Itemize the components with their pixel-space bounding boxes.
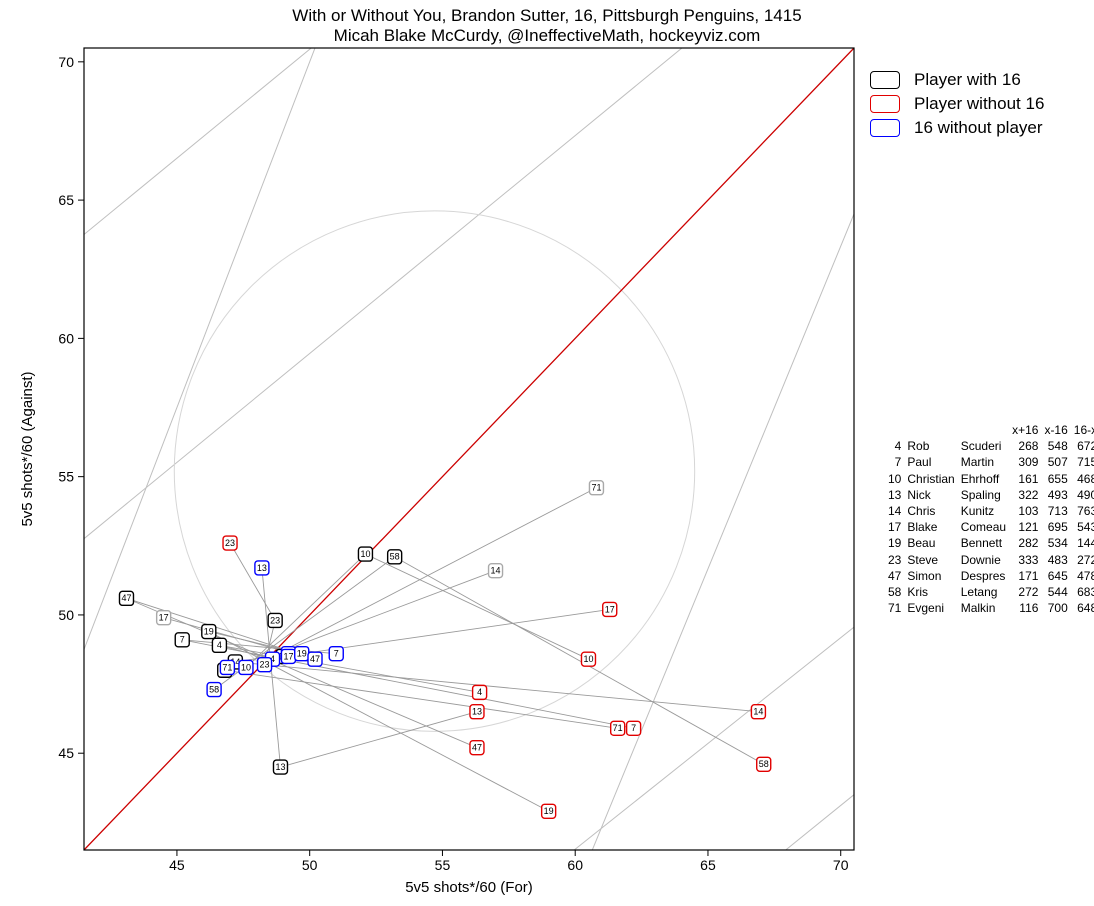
svg-text:17: 17 (605, 604, 615, 614)
svg-text:47: 47 (310, 654, 320, 664)
legend-label: 16 without player (914, 118, 1043, 138)
legend-swatch (870, 71, 900, 89)
svg-text:60: 60 (58, 330, 74, 346)
table-row: 4RobScuderi268548672 (888, 438, 1094, 454)
svg-text:13: 13 (275, 762, 285, 772)
svg-text:17: 17 (283, 651, 293, 661)
svg-text:55: 55 (58, 469, 74, 485)
svg-text:14: 14 (753, 707, 763, 717)
svg-text:55: 55 (435, 857, 451, 873)
svg-text:23: 23 (260, 660, 270, 670)
svg-text:47: 47 (472, 743, 482, 753)
svg-text:50: 50 (302, 857, 318, 873)
svg-text:70: 70 (58, 54, 74, 70)
svg-text:65: 65 (700, 857, 716, 873)
legend-label: Player without 16 (914, 94, 1044, 114)
svg-text:7: 7 (631, 723, 636, 733)
svg-text:58: 58 (390, 552, 400, 562)
svg-text:70: 70 (833, 857, 849, 873)
svg-text:4: 4 (217, 640, 222, 650)
svg-text:19: 19 (544, 806, 554, 816)
svg-text:13: 13 (257, 563, 267, 573)
svg-text:13: 13 (472, 707, 482, 717)
table-row: 58KrisLetang272544683 (888, 584, 1094, 600)
table-row: 14ChrisKunitz103713763 (888, 503, 1094, 519)
svg-text:47: 47 (121, 593, 131, 603)
table-row: 19BeauBennett282534144 (888, 535, 1094, 551)
svg-text:14: 14 (491, 566, 501, 576)
player-data-table: x+16x-1616-x4RobScuderi2685486727PaulMar… (888, 422, 1094, 616)
table-row: 23SteveDownie333483272 (888, 552, 1094, 568)
svg-text:71: 71 (613, 723, 623, 733)
svg-text:17: 17 (159, 613, 169, 623)
svg-text:60: 60 (567, 857, 583, 873)
table-row: 17BlakeComeau121695543 (888, 519, 1094, 535)
legend-label: Player with 16 (914, 70, 1021, 90)
table-row: 47SimonDespres171645478 (888, 568, 1094, 584)
svg-text:10: 10 (360, 549, 370, 559)
legend-swatch (870, 119, 900, 137)
svg-text:10: 10 (241, 662, 251, 672)
legend-swatch (870, 95, 900, 113)
table-row: 71EvgeniMalkin116700648 (888, 600, 1094, 616)
svg-text:23: 23 (270, 615, 280, 625)
svg-text:58: 58 (759, 759, 769, 769)
svg-text:4: 4 (477, 687, 482, 697)
table-row: 7PaulMartin309507715 (888, 454, 1094, 470)
table-row: 13NickSpaling322493490 (888, 487, 1094, 503)
svg-text:5v5 shots*/60 (Against): 5v5 shots*/60 (Against) (19, 371, 36, 526)
svg-text:10: 10 (583, 654, 593, 664)
svg-text:7: 7 (180, 635, 185, 645)
legend-item: 16 without player (870, 116, 1044, 140)
svg-text:45: 45 (169, 857, 185, 873)
svg-text:19: 19 (297, 649, 307, 659)
legend-item: Player without 16 (870, 92, 1044, 116)
svg-text:71: 71 (591, 483, 601, 493)
svg-text:23: 23 (225, 538, 235, 548)
table-row: 10ChristianEhrhoff161655468 (888, 471, 1094, 487)
svg-text:65: 65 (58, 192, 74, 208)
svg-text:19: 19 (204, 626, 214, 636)
svg-text:58: 58 (209, 684, 219, 694)
svg-text:50: 50 (58, 607, 74, 623)
svg-text:71: 71 (222, 662, 232, 672)
svg-text:45: 45 (58, 745, 74, 761)
legend-item: Player with 16 (870, 68, 1044, 92)
svg-text:5v5 shots*/60 (For): 5v5 shots*/60 (For) (405, 879, 533, 896)
legend: Player with 16 Player without 16 16 withou… (870, 68, 1044, 140)
svg-text:7: 7 (334, 649, 339, 659)
